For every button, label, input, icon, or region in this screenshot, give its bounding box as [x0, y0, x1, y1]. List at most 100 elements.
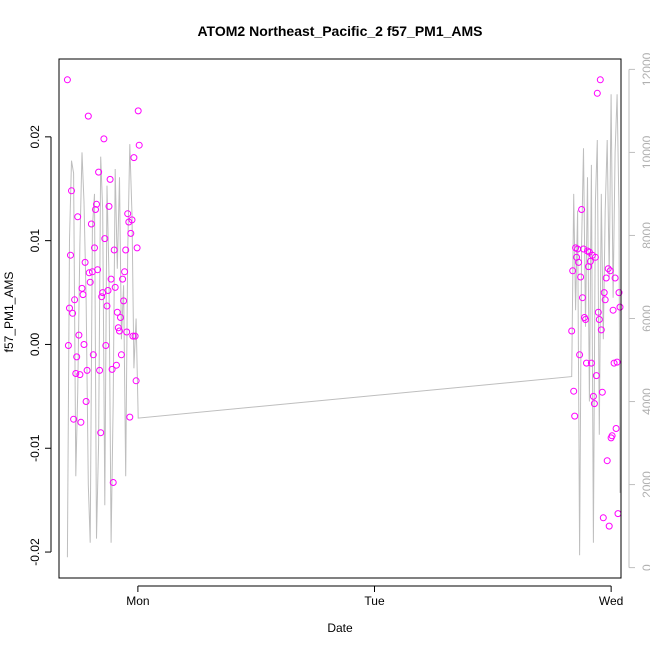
x-tick-label: Wed [599, 594, 623, 608]
y-left-tick-label: -0.02 [28, 538, 42, 566]
data-point [100, 135, 108, 143]
x-tick-label: Mon [126, 594, 149, 608]
data-point [601, 296, 609, 304]
data-point [597, 326, 605, 334]
y-axis-label: f57_PM1_AMS [2, 272, 16, 353]
data-point [87, 220, 95, 228]
data-point [121, 268, 129, 276]
data-point [124, 210, 132, 218]
data-point [569, 267, 577, 275]
data-point [609, 306, 617, 314]
data-point [134, 107, 142, 115]
data-point [130, 154, 138, 162]
data-point [132, 377, 140, 385]
data-point [610, 359, 618, 367]
plot-frame [58, 58, 622, 579]
data-point [133, 244, 141, 252]
data-point [131, 332, 139, 340]
data-point [110, 246, 118, 254]
data-point [571, 412, 579, 420]
data-point [596, 76, 604, 84]
data-point [74, 213, 82, 221]
data-point [117, 314, 124, 321]
data-point [93, 200, 100, 208]
data-point [606, 267, 614, 275]
data-point [117, 351, 125, 359]
data-point [63, 76, 71, 84]
data-point [575, 258, 583, 266]
data-point [603, 457, 611, 465]
data-point [95, 168, 103, 176]
data-point [120, 297, 128, 305]
data-point [104, 287, 112, 294]
right-axis-series-line-layer [66, 94, 621, 558]
data-point [69, 309, 77, 317]
data-point [590, 400, 598, 408]
data-point [577, 273, 585, 281]
data-point [67, 251, 74, 259]
data-point [109, 479, 117, 486]
data-point [591, 253, 599, 261]
data-point [127, 229, 135, 237]
y-right-tick-label: 10000 [640, 135, 650, 169]
data-point [103, 302, 111, 310]
data-point [123, 328, 131, 336]
data-point [97, 429, 105, 437]
axes-layer: Mon Tue Wed -0.02 -0.01 0.00 0.01 0.02 0 2000 4000… [28, 52, 650, 608]
data-point [126, 413, 134, 421]
data-point [600, 289, 608, 297]
data-point [106, 175, 114, 183]
data-point [84, 112, 92, 120]
data-point [102, 342, 110, 349]
data-point [128, 216, 136, 224]
data-point [101, 235, 109, 243]
data-point [583, 359, 590, 367]
data-point [613, 358, 621, 366]
data-point [76, 371, 84, 379]
data-point [135, 141, 143, 149]
data-point [594, 308, 602, 316]
data-point [116, 327, 123, 335]
x-tick-label: Tue [364, 594, 385, 608]
data-point [94, 266, 102, 274]
y-left-tick-label: 0.00 [28, 332, 42, 356]
data-point [114, 324, 122, 332]
data-point [602, 274, 610, 282]
data-point [122, 246, 130, 254]
data-point [98, 293, 106, 301]
y-left-tick-label: 0.02 [28, 125, 42, 149]
data-point [71, 296, 79, 304]
data-point [112, 361, 120, 369]
data-point [85, 269, 93, 277]
data-point [579, 294, 586, 302]
data-point [113, 308, 121, 316]
data-point [92, 206, 99, 213]
data-point [83, 366, 91, 374]
data-point [578, 206, 586, 213]
data-point [70, 415, 78, 423]
data-point [66, 304, 73, 312]
data-point [582, 316, 589, 323]
data-point [77, 418, 85, 426]
data-point [80, 341, 88, 348]
data-point [570, 387, 578, 395]
data-point [595, 316, 603, 323]
data-point [68, 187, 75, 195]
data-point [78, 284, 86, 292]
data-point [592, 372, 600, 380]
data-point [605, 522, 613, 530]
y-right-tick-label: 4000 [640, 388, 650, 415]
data-point [129, 332, 137, 340]
data-point [599, 514, 607, 522]
data-point [614, 510, 622, 518]
chart-title: ATOM2 Northeast_Pacific_2 f57_PM1_AMS [197, 23, 482, 39]
data-point [86, 278, 94, 286]
data-point [119, 275, 127, 283]
data-point [587, 359, 595, 367]
data-point [580, 245, 587, 253]
data-point [615, 289, 623, 297]
data-point [89, 351, 97, 359]
data-point [604, 265, 612, 273]
data-points-layer [63, 76, 624, 530]
